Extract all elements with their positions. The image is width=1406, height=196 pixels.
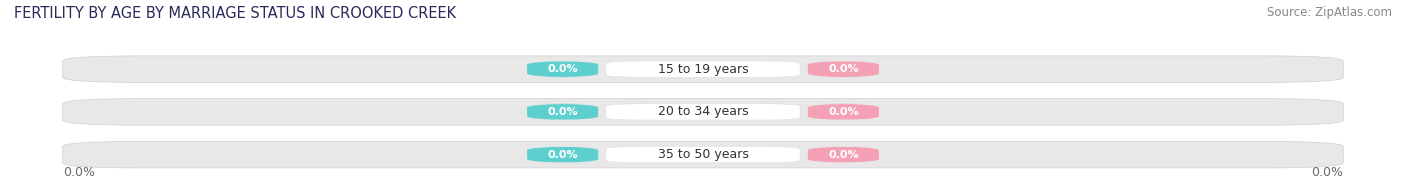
FancyBboxPatch shape bbox=[808, 147, 879, 163]
Text: 0.0%: 0.0% bbox=[547, 107, 578, 117]
Text: 15 to 19 years: 15 to 19 years bbox=[658, 63, 748, 76]
Text: 0.0%: 0.0% bbox=[547, 150, 578, 160]
Text: 20 to 34 years: 20 to 34 years bbox=[658, 105, 748, 118]
Text: 0.0%: 0.0% bbox=[828, 107, 859, 117]
FancyBboxPatch shape bbox=[606, 104, 800, 120]
FancyBboxPatch shape bbox=[606, 61, 800, 77]
Text: 0.0%: 0.0% bbox=[547, 64, 578, 74]
FancyBboxPatch shape bbox=[63, 141, 1343, 168]
Text: 0.0%: 0.0% bbox=[828, 64, 859, 74]
FancyBboxPatch shape bbox=[808, 104, 879, 120]
Text: 35 to 50 years: 35 to 50 years bbox=[658, 148, 748, 161]
FancyBboxPatch shape bbox=[63, 56, 1343, 82]
FancyBboxPatch shape bbox=[527, 61, 598, 77]
FancyBboxPatch shape bbox=[527, 104, 598, 120]
Text: 0.0%: 0.0% bbox=[828, 150, 859, 160]
Text: 0.0%: 0.0% bbox=[1312, 166, 1343, 179]
FancyBboxPatch shape bbox=[606, 147, 800, 163]
FancyBboxPatch shape bbox=[63, 99, 1343, 125]
Text: Source: ZipAtlas.com: Source: ZipAtlas.com bbox=[1267, 6, 1392, 19]
Text: 0.0%: 0.0% bbox=[63, 166, 94, 179]
FancyBboxPatch shape bbox=[808, 61, 879, 77]
FancyBboxPatch shape bbox=[527, 147, 598, 163]
Text: FERTILITY BY AGE BY MARRIAGE STATUS IN CROOKED CREEK: FERTILITY BY AGE BY MARRIAGE STATUS IN C… bbox=[14, 6, 456, 21]
